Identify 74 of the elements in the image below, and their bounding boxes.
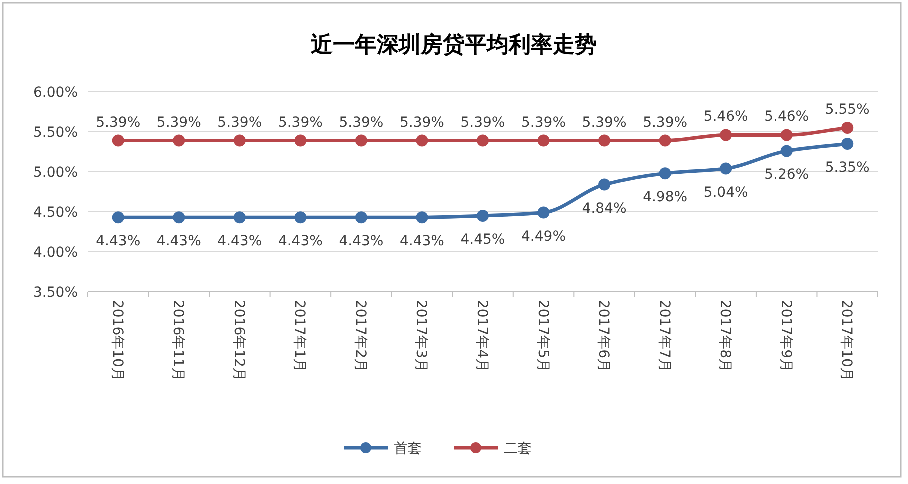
point (720, 129, 732, 142)
point (780, 129, 793, 142)
point (112, 134, 124, 147)
point (538, 134, 550, 147)
point (112, 212, 124, 224)
data-label: 4.43% (96, 234, 141, 250)
data-label: 5.55% (825, 102, 870, 118)
x-tick-label: 2016年11月 (170, 300, 186, 382)
point (598, 134, 611, 147)
data-label: 5.35% (825, 160, 870, 176)
x-tick-label: 2017年10月 (838, 300, 855, 382)
data-label: 5.04% (704, 184, 748, 201)
data-label: 4.84% (582, 200, 627, 217)
point (355, 212, 368, 224)
point (842, 138, 854, 150)
chart-title: 近一年深圳房贷平均利率走势 (310, 32, 597, 58)
point (173, 212, 186, 224)
point (842, 122, 854, 134)
point (173, 134, 186, 147)
data-label: 4.43% (339, 234, 384, 250)
x-tick-label: 2017年3月 (413, 300, 430, 373)
point (294, 212, 307, 224)
x-tick-label: 2017年4月 (474, 300, 490, 373)
data-label: 5.39% (218, 114, 262, 131)
point (234, 212, 246, 224)
point (416, 134, 428, 147)
y-tick-label: 6.00% (34, 85, 78, 101)
y-tick-label: 5.50% (34, 125, 78, 141)
point (780, 145, 793, 158)
data-label: 5.39% (278, 114, 323, 131)
x-tick-label: 2017年1月 (292, 300, 308, 373)
y-tick-label: 4.00% (34, 245, 78, 261)
data-label: 4.49% (522, 228, 566, 245)
point (477, 210, 489, 222)
data-label: 5.39% (522, 114, 566, 131)
y-tick-label: 3.50% (34, 285, 78, 301)
data-label: 4.98% (643, 190, 688, 206)
point (659, 168, 672, 180)
data-label: 4.43% (218, 234, 262, 250)
data-label: 4.45% (460, 232, 506, 248)
x-tick-label: 2016年10月 (109, 300, 126, 382)
point (659, 134, 672, 147)
data-label: 5.46% (704, 109, 748, 126)
data-label: 5.39% (96, 114, 141, 131)
data-label: 5.39% (582, 114, 627, 131)
data-label: 4.43% (400, 234, 444, 250)
x-tick-label: 2017年5月 (534, 300, 551, 373)
x-tick-label: 2017年8月 (717, 300, 734, 373)
data-label: 5.39% (460, 114, 506, 131)
data-label: 5.39% (156, 114, 202, 131)
data-label: 5.26% (764, 167, 810, 184)
legend-label: 二套 (504, 441, 532, 457)
x-tick-label: 2017年9月 (778, 300, 794, 373)
point (294, 134, 307, 147)
x-tick-label: 2017年7月 (656, 300, 672, 373)
point (598, 178, 611, 191)
data-label: 4.43% (156, 234, 202, 250)
point (720, 162, 732, 175)
data-label: 5.46% (764, 109, 810, 126)
y-tick-label: 5.00% (34, 165, 78, 181)
data-label: 5.39% (400, 114, 444, 131)
x-tick-label: 2016年12月 (230, 300, 247, 382)
x-tick-label: 2017年2月 (352, 300, 368, 373)
point (234, 134, 246, 147)
point (416, 212, 428, 224)
data-label: 5.39% (339, 114, 384, 131)
x-tick-label: 2017年6月 (596, 300, 612, 373)
legend-label: 首套 (394, 441, 422, 457)
point (355, 134, 368, 147)
point (477, 134, 489, 147)
data-label: 5.39% (643, 114, 688, 131)
y-tick-label: 4.50% (34, 205, 78, 221)
data-label: 4.43% (278, 234, 323, 250)
point (538, 206, 550, 219)
